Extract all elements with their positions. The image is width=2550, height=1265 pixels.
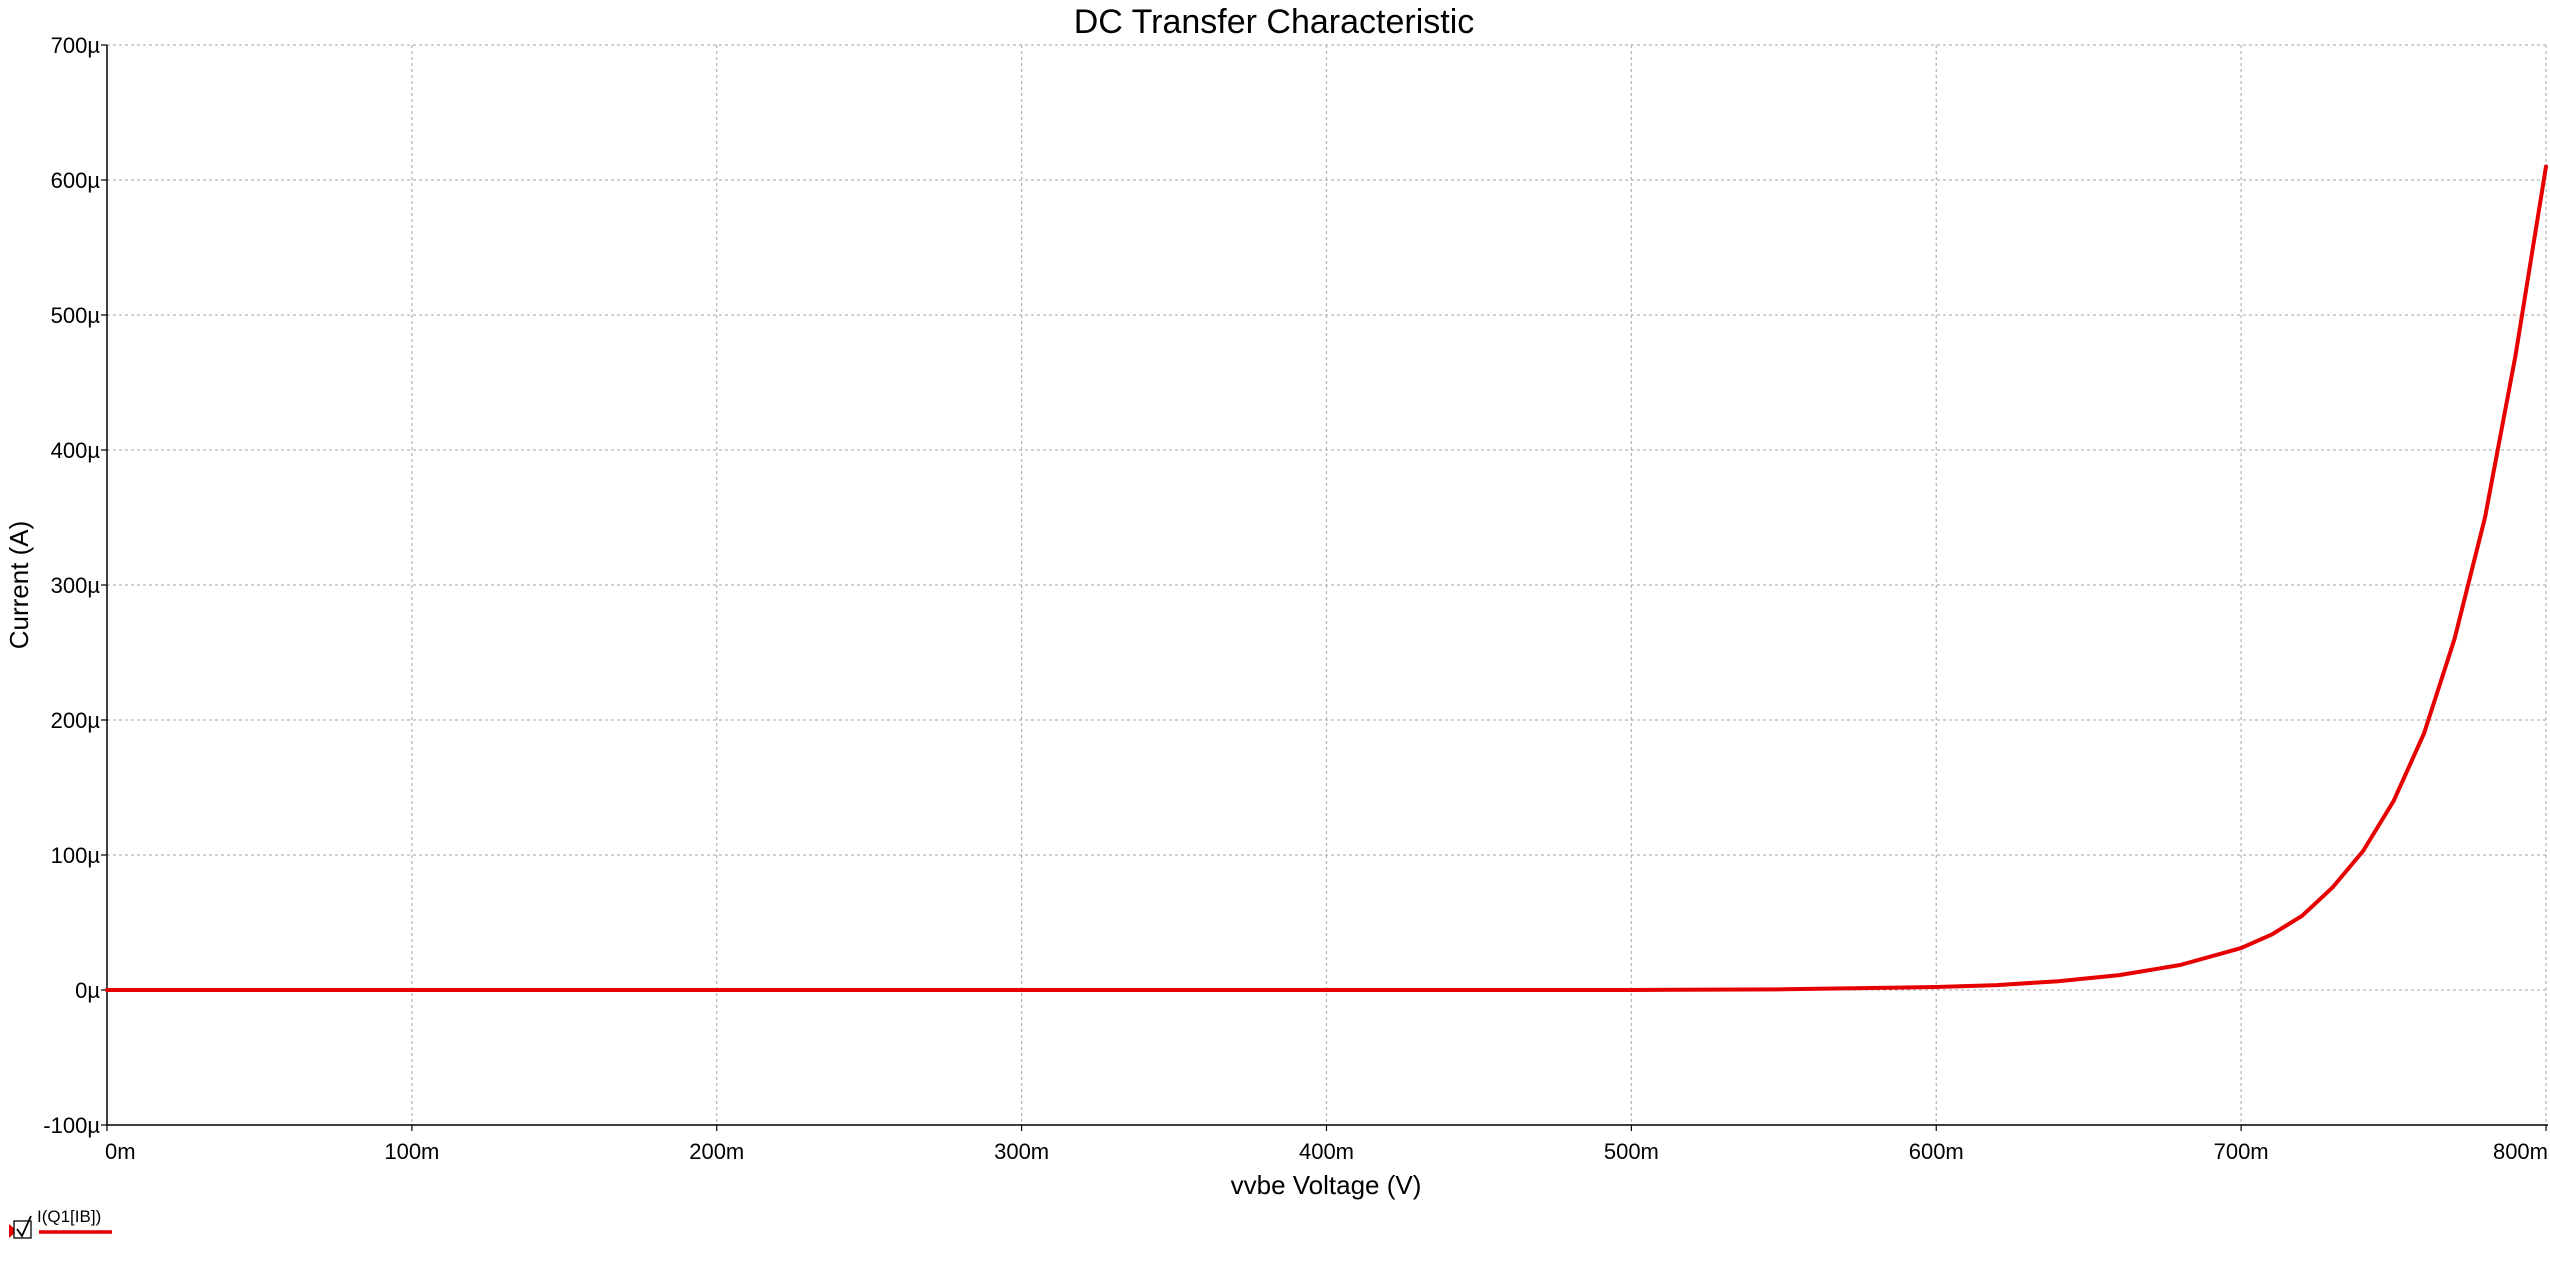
- series-layer: [105, 164, 2548, 992]
- y-tick-label: 200µ: [51, 708, 101, 733]
- y-tick-label: 400µ: [51, 438, 101, 463]
- legend: I(Q1[IB]): [9, 1207, 112, 1239]
- check-icon: [16, 1215, 32, 1238]
- y-tick-label: 100µ: [51, 843, 101, 868]
- y-tick-label: 0µ: [75, 978, 100, 1003]
- series-line: [105, 164, 2548, 992]
- x-tick-label: 600m: [1909, 1139, 1964, 1164]
- x-tick-label: 0m: [105, 1139, 136, 1164]
- x-tick-label: 400m: [1299, 1139, 1354, 1164]
- x-axis-label: vvbe Voltage (V): [1231, 1170, 1422, 1200]
- y-tick-label: -100µ: [43, 1113, 100, 1138]
- y-tick-label: 300µ: [51, 573, 101, 598]
- x-tick-label: 800m: [2493, 1139, 2548, 1164]
- y-tick-label: 600µ: [51, 168, 101, 193]
- tick-layer: 0m 100m 200m 300m 400m 500m 600m 700m 800m -100µ 0…: [43, 33, 2548, 1164]
- x-tick-label: 500m: [1604, 1139, 1659, 1164]
- y-axis-label: Current (A): [4, 521, 34, 650]
- y-tick-label: 700µ: [51, 33, 101, 58]
- x-tick-label: 300m: [994, 1139, 1049, 1164]
- x-tick-label: 700m: [2214, 1139, 2269, 1164]
- legend-marker-icon: [9, 1224, 17, 1238]
- x-tick-label: 200m: [689, 1139, 744, 1164]
- x-tick-label: 100m: [384, 1139, 439, 1164]
- y-tick-label: 500µ: [51, 303, 101, 328]
- legend-series-name: I(Q1[IB]): [37, 1207, 101, 1226]
- chart-title: DC Transfer Characteristic: [1074, 3, 1475, 41]
